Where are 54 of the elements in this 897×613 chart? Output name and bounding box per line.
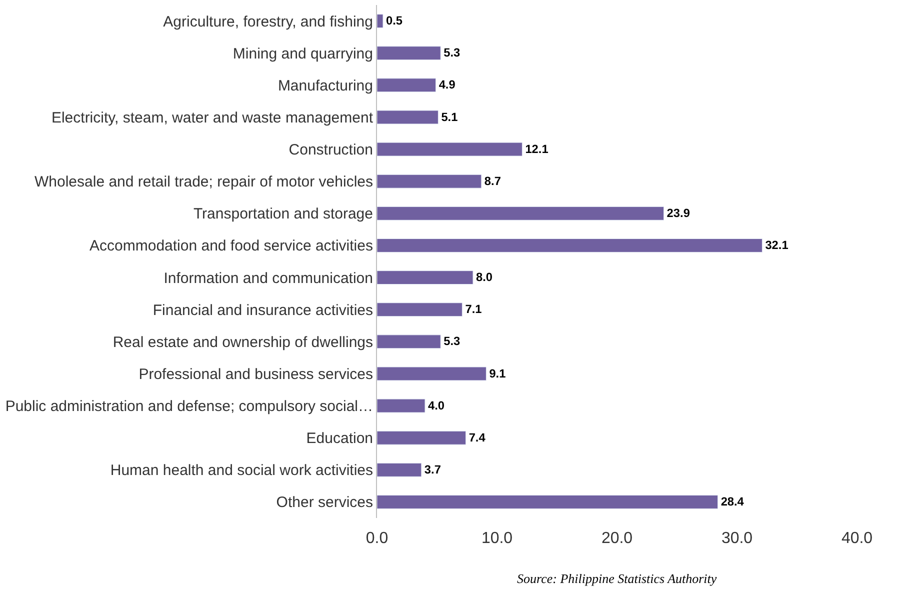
data-label: 7.1	[465, 302, 482, 316]
bar	[377, 14, 384, 28]
x-tick-label: 40.0	[841, 530, 873, 547]
y-tick-label: Professional and business services	[138, 366, 373, 383]
data-label: 28.4	[720, 494, 744, 509]
data-label: 0.5	[386, 14, 403, 28]
y-tick-label: Education	[306, 430, 373, 448]
source-note: Source: Philippine Statistics Authority	[517, 571, 717, 586]
y-tick-label: Other services	[276, 494, 373, 512]
y-tick-label: Human health and social work activities	[110, 462, 373, 480]
y-tick-label: Electricity, steam, water and waste management	[51, 109, 374, 126]
data-label: 32.1	[765, 238, 789, 252]
bar	[377, 174, 482, 188]
bar	[377, 206, 664, 220]
y-tick-label: Agriculture, forestry, and fishing	[163, 13, 373, 30]
data-label: 3.7	[424, 462, 442, 476]
y-tick-label: Information and communication	[164, 270, 373, 287]
bar	[377, 366, 486, 381]
bar	[377, 238, 762, 252]
y-tick-label: Real estate and ownership of dwellings	[112, 334, 373, 351]
bar	[377, 462, 422, 477]
data-label: 4.0	[428, 398, 445, 412]
y-tick-label: Public administration and defense; compulsory social…	[5, 398, 373, 416]
bar	[377, 46, 441, 60]
x-tick-label: 20.0	[601, 530, 633, 547]
bar	[377, 78, 436, 92]
bar	[377, 398, 426, 413]
data-label: 8.7	[484, 174, 502, 188]
y-tick-label: Wholesale and retail trade; repair of motor vehicles	[34, 174, 373, 191]
x-tick-label: 0.0	[366, 530, 388, 547]
bar	[377, 142, 522, 156]
data-label: 8.0	[476, 270, 493, 284]
bar	[377, 430, 466, 445]
y-tick-label: Manufacturing	[278, 77, 373, 94]
y-tick-label: Mining and quarrying	[232, 45, 373, 62]
data-label: 12.1	[525, 142, 549, 156]
data-label: 4.9	[438, 78, 456, 92]
x-tick-label: 10.0	[481, 530, 513, 547]
bar	[377, 302, 462, 317]
data-label: 23.9	[666, 206, 690, 220]
bar	[377, 494, 718, 509]
bar	[377, 334, 441, 349]
bar	[377, 110, 438, 124]
y-tick-label: Financial and insurance activities	[152, 302, 373, 319]
data-label: 5.3	[444, 334, 461, 348]
bar	[377, 270, 474, 285]
x-tick-label: 30.0	[721, 530, 753, 547]
y-tick-label: Accommodation and food service activities	[90, 238, 373, 255]
data-label: 5.3	[444, 46, 461, 60]
data-label: 7.4	[468, 430, 486, 444]
y-tick-label: Construction	[288, 142, 373, 159]
data-label: 9.1	[489, 366, 506, 380]
y-tick-label: Transportation and storage	[193, 206, 373, 223]
data-label: 5.1	[441, 110, 458, 124]
